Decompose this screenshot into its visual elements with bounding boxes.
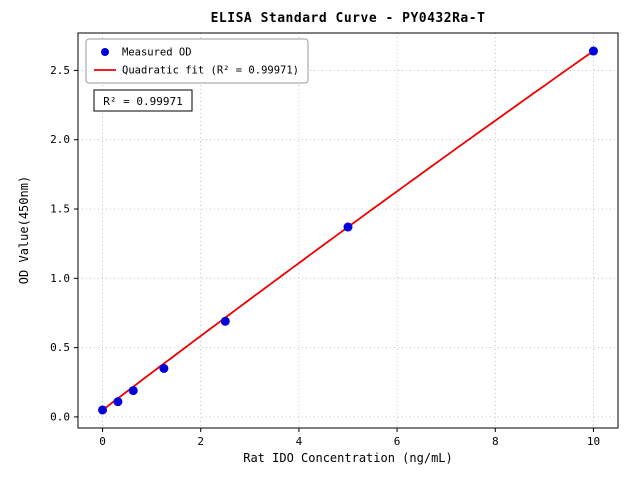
tick-labels: 0 2 4 6 8 10 0.0 0.5 1.0 1.5 2.0 2.5: [50, 64, 600, 448]
legend-label-fit-line: Quadratic fit (R² = 0.99971): [122, 65, 299, 77]
svg-text:R² = 0.99971: R² = 0.99971: [103, 95, 182, 108]
legend-label-measured-od: Measured OD: [122, 47, 192, 59]
svg-text:2.5: 2.5: [50, 64, 70, 77]
legend-marker-measured-od: [101, 48, 109, 56]
svg-text:0.5: 0.5: [50, 341, 70, 354]
y-axis-label: OD Value(450nm): [17, 175, 31, 285]
axes-border: [77, 32, 619, 429]
x-axis-label: Rat IDO Concentration (ng/mL): [243, 451, 453, 465]
svg-text:1.5: 1.5: [50, 203, 70, 216]
svg-text:1.0: 1.0: [50, 272, 70, 285]
axis-ticks: [74, 69, 594, 432]
svg-text:6: 6: [394, 435, 401, 448]
svg-text:10: 10: [587, 435, 600, 448]
svg-text:0: 0: [99, 435, 106, 448]
svg-text:0.0: 0.0: [50, 410, 70, 423]
r-squared-annotation: R² = 0.99971: [93, 89, 193, 112]
measured-od-series: [98, 46, 598, 415]
svg-text:2.0: 2.0: [50, 133, 70, 146]
svg-text:2: 2: [197, 435, 204, 448]
legend: Measured OD Quadratic fit (R² = 0.99971): [85, 38, 309, 84]
chart-title: ELISA Standard Curve - PY0432Ra-T: [210, 11, 486, 26]
svg-text:8: 8: [492, 435, 499, 448]
svg-text:4: 4: [296, 435, 303, 448]
